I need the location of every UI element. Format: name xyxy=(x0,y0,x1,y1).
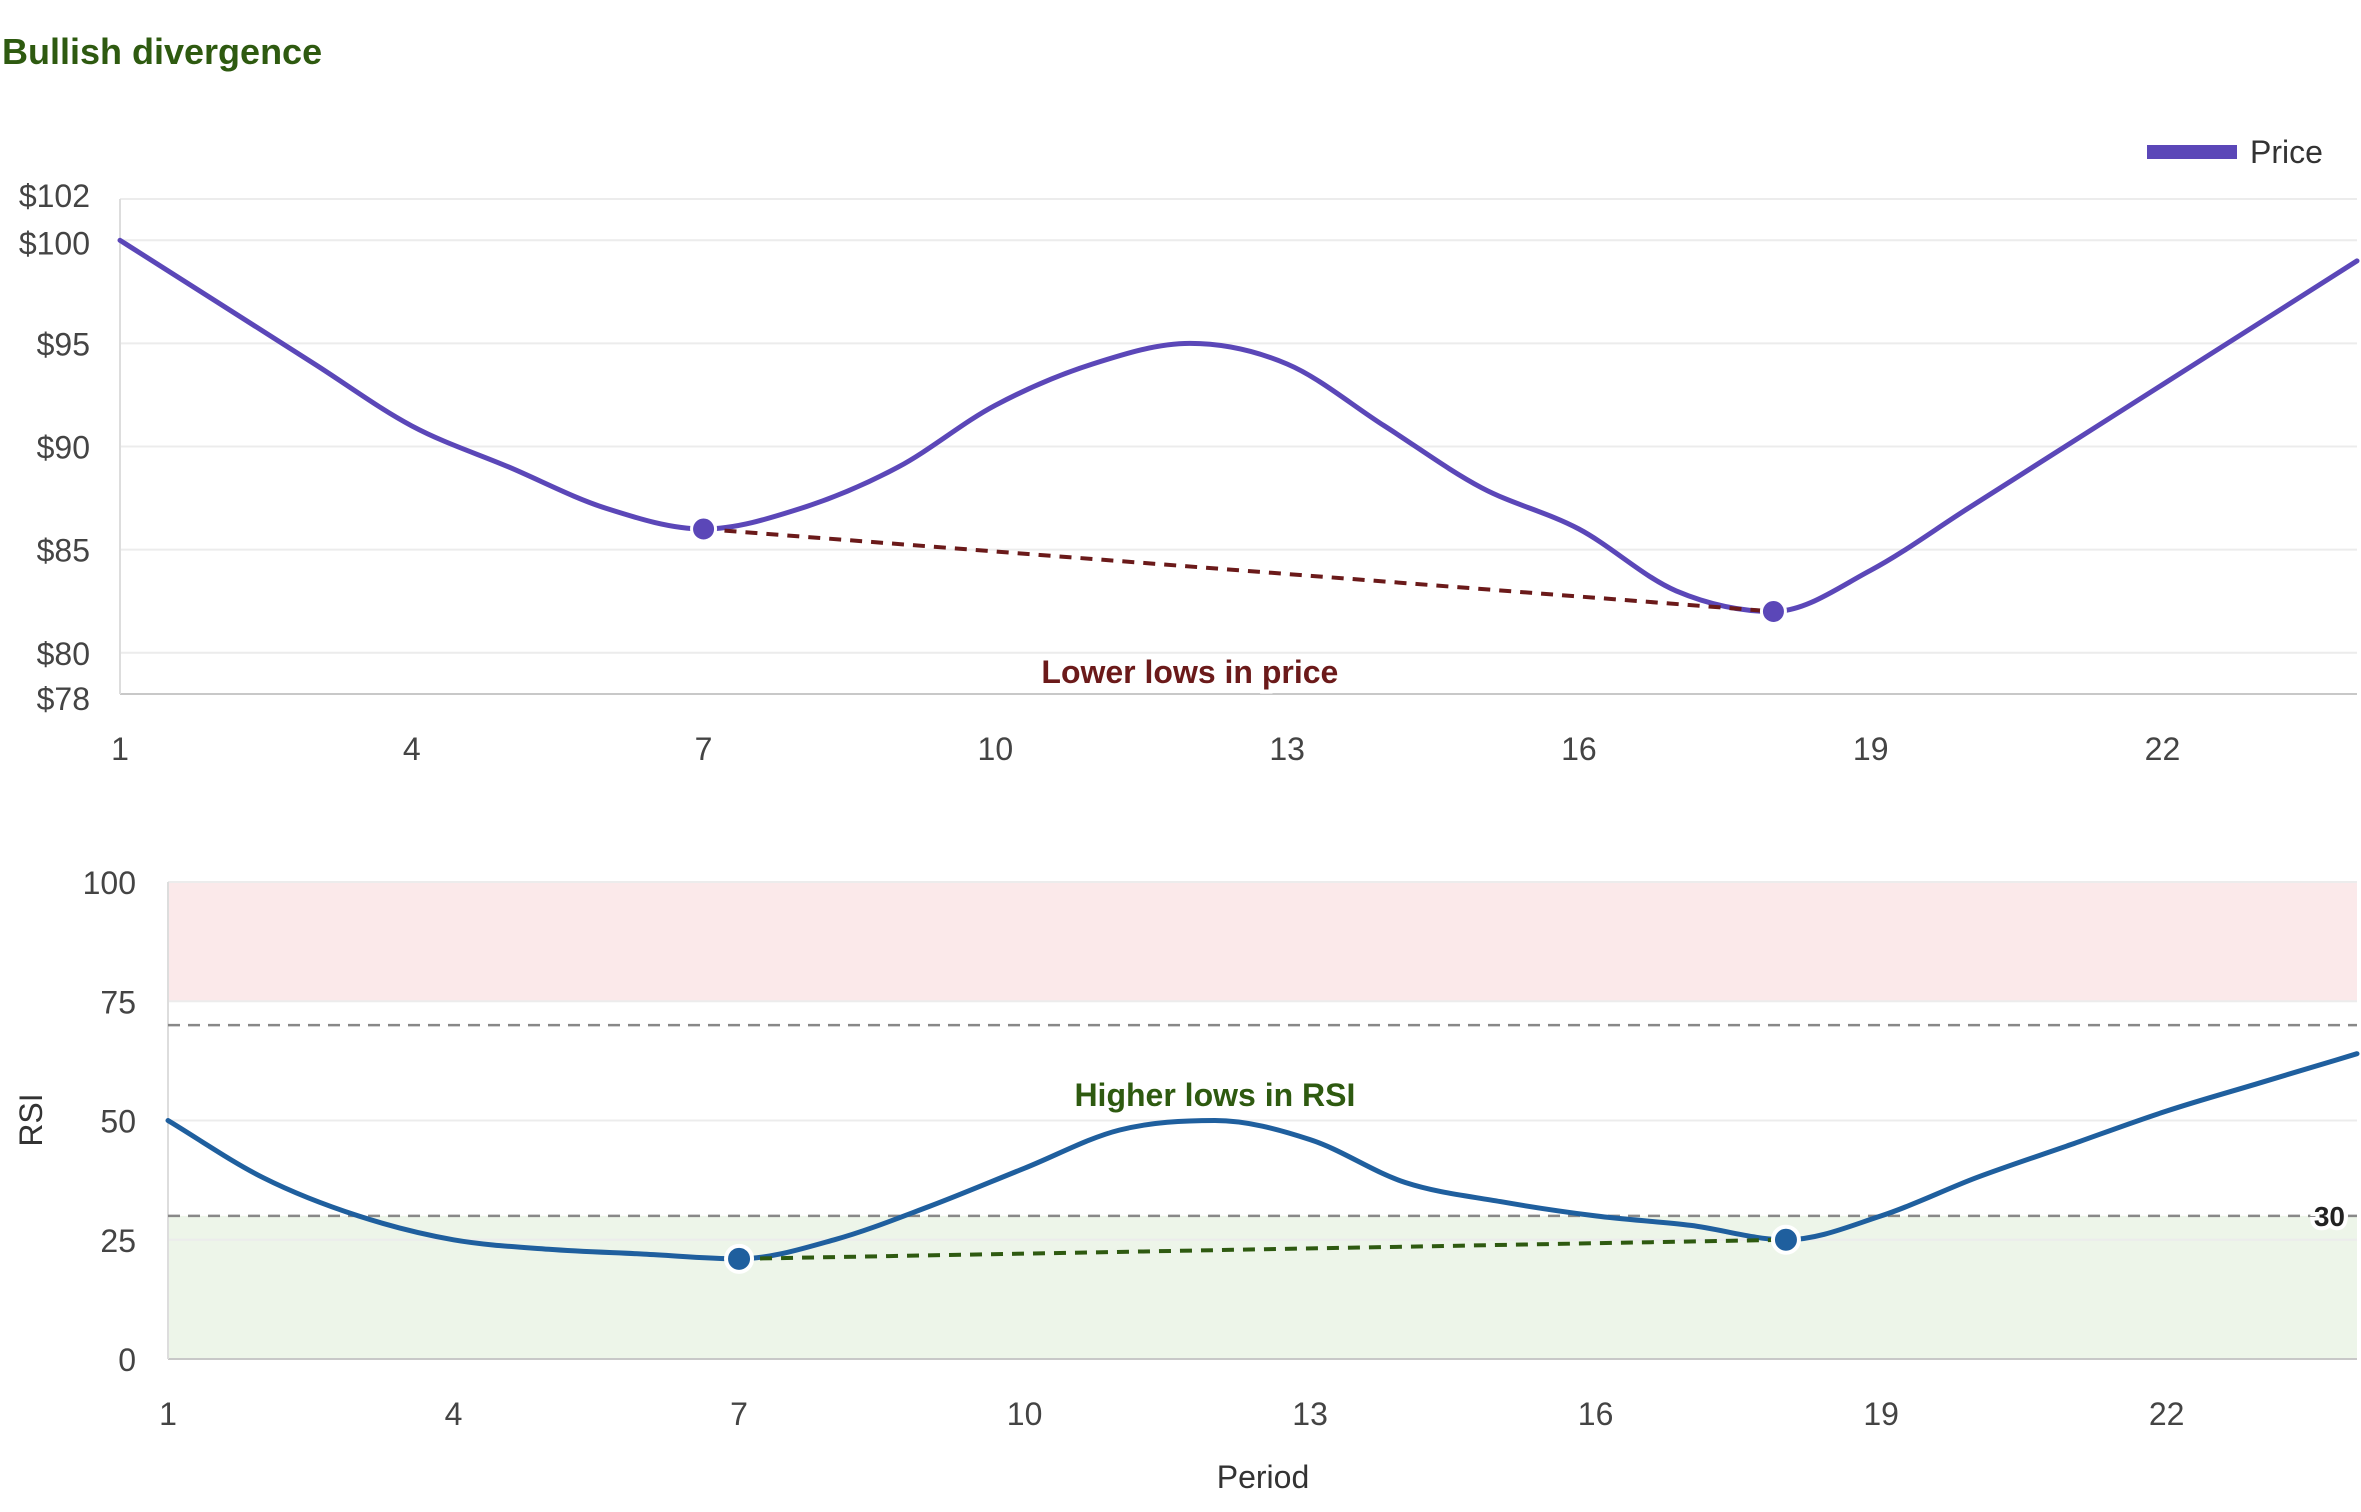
price-y-tick-label: $95 xyxy=(37,326,90,362)
rsi-divergence-point xyxy=(724,1243,755,1274)
rsi-x-tick-label: 1 xyxy=(159,1396,177,1432)
rsi-series-line xyxy=(165,1051,2360,1262)
rsi-x-tick-label: 16 xyxy=(1578,1396,1614,1432)
price-divergence-point xyxy=(690,515,718,543)
y-axis-label: RSI xyxy=(13,1093,49,1146)
overbought-zone xyxy=(168,882,2357,1002)
price-y-tick-label: $80 xyxy=(37,636,90,672)
rsi-x-tick-label: 19 xyxy=(1863,1396,1899,1432)
rsi-divergence-point xyxy=(1770,1224,1801,1255)
rsi-y-tick-label: 50 xyxy=(100,1104,136,1140)
price-x-tick-label: 13 xyxy=(1269,731,1305,767)
rsi-chart: 0 25 50 75 100 30 1 4 7 10 13 16 19 22 Period RSI Higher… xyxy=(13,865,2360,1495)
rsi-divergence-label: Higher lows in RSI xyxy=(1074,1077,1355,1113)
price-x-tick-label: 7 xyxy=(695,731,713,767)
price-y-tick-label: $85 xyxy=(37,533,90,569)
price-y-tick-label: $102 xyxy=(19,178,90,214)
rsi-x-tick-label: 7 xyxy=(730,1396,748,1432)
price-x-tick-label: 19 xyxy=(1853,731,1889,767)
rsi-divergence-line xyxy=(739,1237,1786,1261)
oversold-zone xyxy=(168,1215,2357,1359)
price-x-tick-label: 1 xyxy=(111,731,129,767)
price-divergence-line xyxy=(703,527,1774,614)
rsi-x-tick-label: 22 xyxy=(2149,1396,2185,1432)
rsi-y-tick-label: 25 xyxy=(100,1223,136,1259)
price-x-tick-label: 4 xyxy=(403,731,421,767)
price-x-tick-label: 10 xyxy=(978,731,1014,767)
price-x-tick-label: 22 xyxy=(2145,731,2181,767)
rsi-y-tick-label: 100 xyxy=(83,865,136,901)
price-y-tick-label: $100 xyxy=(19,225,90,261)
rsi-x-tick-label: 4 xyxy=(445,1396,463,1432)
price-series-line xyxy=(117,237,2360,614)
chart-title: Bullish divergence xyxy=(2,31,323,72)
price-divergence-label: Lower lows in price xyxy=(1041,654,1338,690)
rsi-threshold-label: 30 xyxy=(2314,1201,2345,1232)
price-x-tick-label: 16 xyxy=(1561,731,1597,767)
legend-label: Price xyxy=(2250,134,2323,170)
rsi-y-tick-label: 0 xyxy=(118,1342,136,1378)
rsi-x-tick-label: 10 xyxy=(1007,1396,1043,1432)
price-y-tick-label: $90 xyxy=(37,430,90,466)
price-divergence-point xyxy=(1759,598,1787,625)
price-chart: $78 $80 $85 $90 $95 $100 $102 1 4 7 10 13 16 19 22 Lowe… xyxy=(19,134,2360,767)
x-axis-label: Period xyxy=(1217,1459,1310,1495)
rsi-y-tick-label: 75 xyxy=(100,984,136,1020)
price-y-tick-label: $78 xyxy=(37,681,90,717)
rsi-x-tick-label: 13 xyxy=(1292,1396,1328,1432)
